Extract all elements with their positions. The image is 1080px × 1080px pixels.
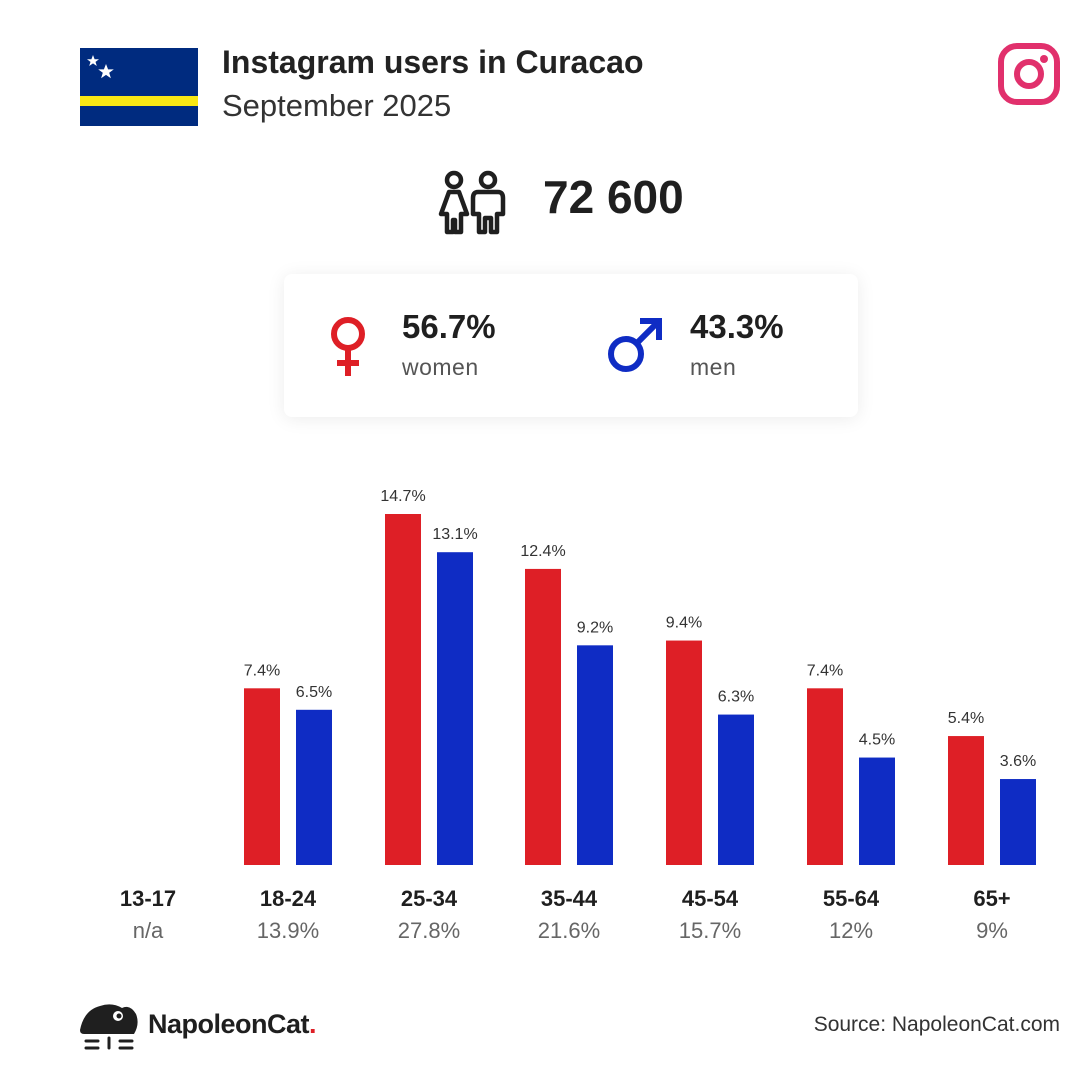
instagram-icon bbox=[998, 43, 1060, 105]
category-label-18-24: 18-24 bbox=[260, 886, 317, 911]
data-label-men-18-24: 6.5% bbox=[296, 684, 332, 701]
curacao-flag-icon bbox=[80, 48, 198, 126]
category-label-55-64: 55-64 bbox=[823, 886, 880, 911]
bar-men-18-24 bbox=[296, 709, 332, 865]
category-total-13-17: n/a bbox=[133, 918, 164, 943]
napoleoncat-logo-icon bbox=[80, 1004, 138, 1050]
bar-women-35-44 bbox=[525, 568, 561, 865]
female-icon bbox=[331, 317, 365, 376]
male-icon bbox=[608, 318, 662, 372]
brand-name-text: NapoleonCat bbox=[148, 1009, 310, 1039]
gender-summary-card: 56.7% women 43.3% men bbox=[284, 274, 858, 417]
category-total-45-54: 15.7% bbox=[679, 918, 741, 943]
bar-women-25-34 bbox=[385, 514, 421, 865]
data-label-men-25-34: 13.1% bbox=[432, 526, 477, 543]
bar-women-45-54 bbox=[666, 640, 702, 865]
women-label: women bbox=[402, 354, 479, 380]
category-label-25-34: 25-34 bbox=[401, 886, 458, 911]
category-label-13-17: 13-17 bbox=[120, 886, 176, 911]
bar-women-65+ bbox=[948, 736, 984, 865]
men-label: men bbox=[690, 354, 737, 380]
bar-men-25-34 bbox=[437, 552, 473, 865]
data-label-women-18-24: 7.4% bbox=[244, 662, 280, 679]
category-label-35-44: 35-44 bbox=[541, 886, 598, 911]
data-label-women-65+: 5.4% bbox=[948, 710, 984, 727]
data-label-women-45-54: 9.4% bbox=[666, 615, 702, 632]
bar-men-35-44 bbox=[577, 645, 613, 865]
category-label-65+: 65+ bbox=[973, 886, 1010, 911]
data-label-women-55-64: 7.4% bbox=[807, 662, 843, 679]
bar-men-45-54 bbox=[718, 714, 754, 865]
bar-women-18-24 bbox=[244, 688, 280, 865]
category-total-35-44: 21.6% bbox=[538, 918, 600, 943]
source-credit: Source: NapoleonCat.com bbox=[813, 1013, 1060, 1036]
data-label-men-55-64: 4.5% bbox=[859, 732, 895, 749]
total-users-value: 72 600 bbox=[543, 171, 684, 223]
bar-men-55-64 bbox=[859, 757, 895, 865]
category-label-45-54: 45-54 bbox=[682, 886, 739, 911]
brand-dot: . bbox=[309, 1009, 317, 1039]
data-label-women-25-34: 14.7% bbox=[380, 488, 425, 505]
data-label-men-45-54: 6.3% bbox=[718, 689, 754, 706]
women-percentage: 56.7% bbox=[402, 308, 496, 345]
category-total-25-34: 27.8% bbox=[398, 918, 460, 943]
page-title: Instagram users in Curacao bbox=[222, 44, 644, 80]
brand-name: NapoleonCat. bbox=[148, 1009, 317, 1040]
category-total-18-24: 13.9% bbox=[257, 918, 319, 943]
age-gender-bar-chart: 13-17 n/a 7.4% 6.5% 18-24 13.9% 14.7% 13.1% 25-3… bbox=[120, 488, 1036, 943]
data-label-men-65+: 3.6% bbox=[1000, 753, 1036, 770]
category-total-65+: 9% bbox=[976, 918, 1008, 943]
men-percentage: 43.3% bbox=[690, 308, 784, 345]
data-label-men-35-44: 9.2% bbox=[577, 619, 613, 636]
page-subtitle: September 2025 bbox=[222, 88, 452, 123]
bar-women-55-64 bbox=[807, 688, 843, 865]
data-label-women-35-44: 12.4% bbox=[520, 543, 565, 560]
bar-men-65+ bbox=[1000, 779, 1036, 865]
category-total-55-64: 12% bbox=[829, 918, 873, 943]
people-icon bbox=[438, 170, 506, 235]
